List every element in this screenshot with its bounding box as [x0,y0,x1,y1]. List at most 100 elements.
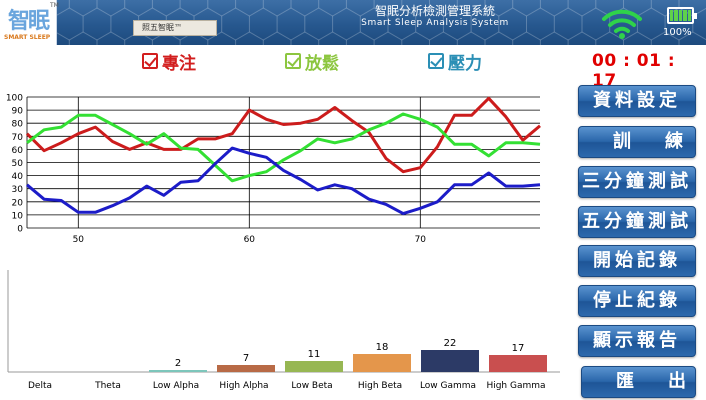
bar-high-alpha [217,365,275,372]
logo-mark: 智眠 [8,9,50,34]
hex-cell [96,31,126,45]
hex-cell [262,0,292,17]
system-subtitle: Smart Sleep Analysis System [361,18,509,28]
hex-cell [595,31,624,45]
x-tick-label: 60 [244,235,256,245]
bar-category-label: High Beta [358,381,402,391]
legend-focus[interactable]: 專注 [142,50,196,74]
checkbox-checked-icon[interactable] [142,53,158,69]
hex-cell [484,0,514,17]
legend-stress[interactable]: 壓力 [428,50,482,74]
battery-percentage: 100% [663,27,692,38]
hex-cell [262,31,292,45]
hex-cell [567,0,597,17]
app-header: 智眠 TM SMART SLEEP 照五智眠™ 智眠分析檢測管理系統 Smart… [0,0,706,45]
hex-cell [581,7,611,41]
hex-cell [456,0,486,17]
hex-cell [415,7,444,41]
hex-cell [429,0,458,17]
y-tick-label: 0 [17,225,23,235]
hex-cell [68,31,98,45]
hex-cell [235,31,264,45]
data-settings-button[interactable]: 資料設定 [578,85,696,117]
show-report-button[interactable]: 顯示報告 [578,325,696,357]
series-line-2 [26,146,541,216]
bar-category-label: Low Alpha [153,381,199,391]
logo-subtitle: SMART SLEEP [4,34,51,41]
x-tick-label: 50 [73,235,85,245]
bar-category-label: Theta [94,381,121,391]
brainwave-line-chart: 0 10 20 30 40 50 60 70 80 90 100 50 60 70 [6,94,541,245]
y-tick-label: 20 [12,198,24,208]
hex-cell [96,0,126,17]
y-tick-label: 80 [12,120,24,130]
legend-relax[interactable]: 放鬆 [285,50,339,74]
bar-value-label: 11 [308,349,321,360]
y-tick-label: 30 [12,185,24,195]
bar-high-gamma [489,355,547,372]
legend-stress-label: 壓力 [448,53,482,74]
bar-low-beta [285,361,343,372]
export-button[interactable]: 匯出 [581,366,696,398]
hex-cell [484,31,514,45]
checkbox-checked-icon[interactable] [285,53,301,69]
y-tick-label: 50 [12,159,24,169]
hex-cell [470,7,500,41]
hex-cell [650,31,680,45]
hex-cell [678,31,706,45]
bar-high-beta [353,354,411,372]
y-tick-label: 10 [12,211,24,221]
hex-cell [373,0,403,17]
hex-cell [68,0,98,17]
start-recording-button[interactable]: 開始記錄 [578,245,696,277]
x-tick-label: 70 [415,235,427,245]
hex-cell [609,7,638,41]
hex-cell [345,0,375,17]
legend-relax-label: 放鬆 [305,53,339,74]
hex-cell [82,7,112,41]
bar-category-label: Low Gamma [420,381,476,391]
hex-cell [332,7,361,41]
series-line-0 [25,96,541,174]
hex-cell [124,0,153,17]
hex-cell [373,31,403,45]
hex-cell [553,7,583,41]
hex-cell [221,7,250,41]
hex-cell [567,31,597,45]
stop-recording-button[interactable]: 停止紀錄 [578,285,696,317]
bar-low-gamma [421,350,479,372]
y-tick-label: 60 [12,146,24,156]
hex-cell [207,31,237,45]
battery-icon [667,7,697,24]
bar-category-label: High Gamma [486,381,545,391]
training-button[interactable]: 訓練 [578,126,696,158]
bar-low-alpha [149,370,207,372]
three-minute-test-button[interactable]: 三分鐘測試 [578,166,696,198]
hex-cell [623,0,652,17]
hex-cell [318,0,347,17]
logo-trademark: TM [50,2,59,9]
hex-cell [207,0,237,17]
hex-cell [456,31,486,45]
hex-cell [359,7,389,41]
series-line-1 [26,112,541,183]
hex-cell [179,0,209,17]
bar-value-label: 17 [512,343,525,354]
hex-cell [512,31,541,45]
bar-value-label: 7 [243,353,249,364]
hex-cell [636,7,666,41]
bar-value-label: 2 [175,358,181,369]
bar-value-label: 18 [376,342,389,353]
checkbox-checked-icon[interactable] [428,53,444,69]
hex-cell [595,0,624,17]
y-tick-label: 100 [6,94,23,104]
app-logo: 智眠 TM SMART SLEEP [0,0,59,45]
hex-cell [151,0,181,17]
system-title: 智眠分析檢測管理系統 [374,4,495,18]
bar-value-label: 22 [444,338,457,349]
hex-cell [290,0,320,17]
five-minute-test-button[interactable]: 五分鐘測試 [578,206,696,238]
y-tick-label: 70 [12,133,24,143]
y-tick-label: 90 [12,107,24,117]
brand-banner: 照五智眠™ [133,20,217,36]
